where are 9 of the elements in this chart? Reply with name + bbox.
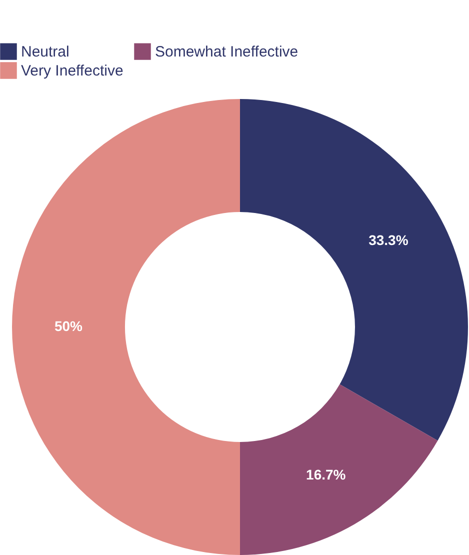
donut-slice xyxy=(240,99,468,441)
data-label: 50% xyxy=(54,318,84,334)
legend-label: Neutral xyxy=(21,44,70,61)
legend-label: Very Ineffective xyxy=(21,62,124,80)
donut-slice xyxy=(12,99,240,555)
data-label: 33.3% xyxy=(368,232,409,248)
legend-label: Somewhat Ineffective xyxy=(155,44,298,61)
donut-slice xyxy=(240,384,438,555)
data-label: 16.7% xyxy=(306,466,346,482)
